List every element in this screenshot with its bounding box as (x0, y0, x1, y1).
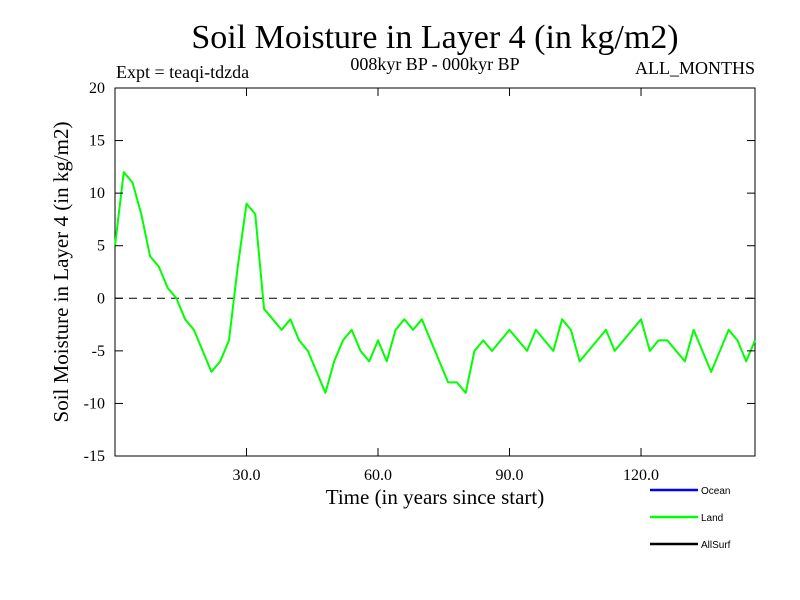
chart-subtitle-center: 008kyr BP - 000kyr BP (350, 54, 519, 74)
legend-label-ocean: Ocean (701, 486, 730, 497)
legend: Ocean Land AllSurf (650, 486, 731, 551)
series-group (114, 171, 756, 394)
x-tick-label: 60.0 (364, 467, 392, 484)
x-tick-label: 90.0 (496, 467, 524, 484)
legend-label-land: Land (701, 513, 723, 524)
chart-title: Soil Moisture in Layer 4 (in kg/m2) (191, 19, 678, 56)
y-axis-ticks: -15 -10 -5 0 5 10 15 20 (84, 80, 755, 465)
y-tick-label: 0 (97, 290, 105, 307)
legend-label-allsurf: AllSurf (701, 540, 731, 551)
y-tick-label: -5 (92, 343, 105, 360)
chart-subtitle-right: ALL_MONTHS (635, 58, 755, 78)
x-axis-ticks: 30.0 60.0 90.0 120.0 (233, 88, 659, 484)
x-tick-label: 120.0 (623, 467, 659, 484)
x-axis-label: Time (in years since start) (326, 485, 545, 509)
series-line-land (114, 171, 756, 394)
x-tick-label: 30.0 (233, 467, 261, 484)
chart-subtitle-left: Expt = teaqi-tdzda (116, 62, 249, 82)
y-tick-label: 10 (89, 185, 105, 202)
y-axis-label: Soil Moisture in Layer 4 (in kg/m2) (49, 122, 73, 423)
y-tick-label: -10 (84, 395, 105, 412)
plot-frame (114, 87, 756, 457)
y-tick-label: 20 (89, 80, 105, 97)
y-tick-label: -15 (84, 448, 105, 465)
y-tick-label: 5 (97, 238, 105, 255)
y-tick-label: 15 (89, 133, 105, 150)
